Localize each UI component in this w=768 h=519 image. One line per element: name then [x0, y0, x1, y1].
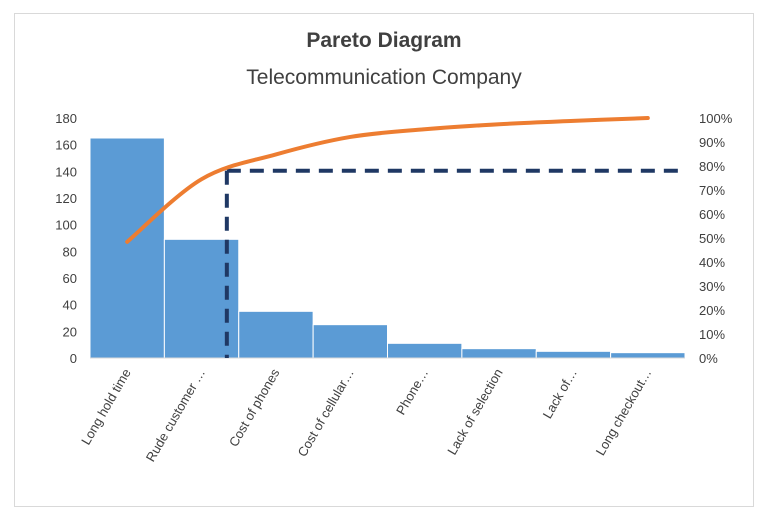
left-tick-label: 180 [55, 111, 77, 126]
right-tick-label: 70% [699, 183, 725, 198]
category-label: Lack of… [540, 366, 580, 421]
right-tick-label: 100% [699, 111, 733, 126]
category-label: Cost of phones [226, 366, 283, 450]
category-label: Cost of cellular… [294, 366, 356, 459]
cumulative-line [125, 116, 650, 244]
category-label: Long checkout… [593, 366, 655, 458]
right-tick-label: 80% [699, 159, 725, 174]
right-tick-label: 40% [699, 255, 725, 270]
chart-subtitle: Telecommunication Company [246, 66, 522, 89]
bar-7 [610, 352, 686, 359]
category-label: Rude customer … [143, 366, 208, 464]
left-tick-label: 80 [63, 244, 77, 259]
right-tick-label: 0% [699, 351, 718, 366]
left-tick-label: 100 [55, 218, 77, 233]
chart-title: Pareto Diagram [306, 29, 462, 52]
right-tick-label: 60% [699, 207, 725, 222]
category-label: Long hold time [78, 366, 134, 447]
left-tick-label: 0 [70, 351, 77, 366]
left-tick-label: 120 [55, 191, 77, 206]
category-label: Lack of selection [444, 366, 505, 457]
left-tick-label: 60 [63, 271, 77, 286]
bar-5 [461, 348, 537, 359]
bar-4 [387, 342, 463, 359]
right-tick-label: 10% [699, 327, 725, 342]
right-tick-label: 20% [699, 303, 725, 318]
bar-6 [535, 350, 612, 359]
left-tick-label: 140 [55, 164, 77, 179]
category-label: Phone… [393, 366, 431, 417]
bar-2 [238, 310, 314, 359]
right-tick-label: 90% [699, 135, 725, 150]
left-tick-label: 40 [63, 298, 77, 313]
right-tick-label: 30% [699, 279, 725, 294]
right-tick-label: 50% [699, 231, 725, 246]
bar-3 [312, 324, 388, 359]
left-tick-label: 20 [63, 324, 77, 339]
bar-0 [89, 137, 165, 359]
left-tick-label: 160 [55, 138, 77, 153]
